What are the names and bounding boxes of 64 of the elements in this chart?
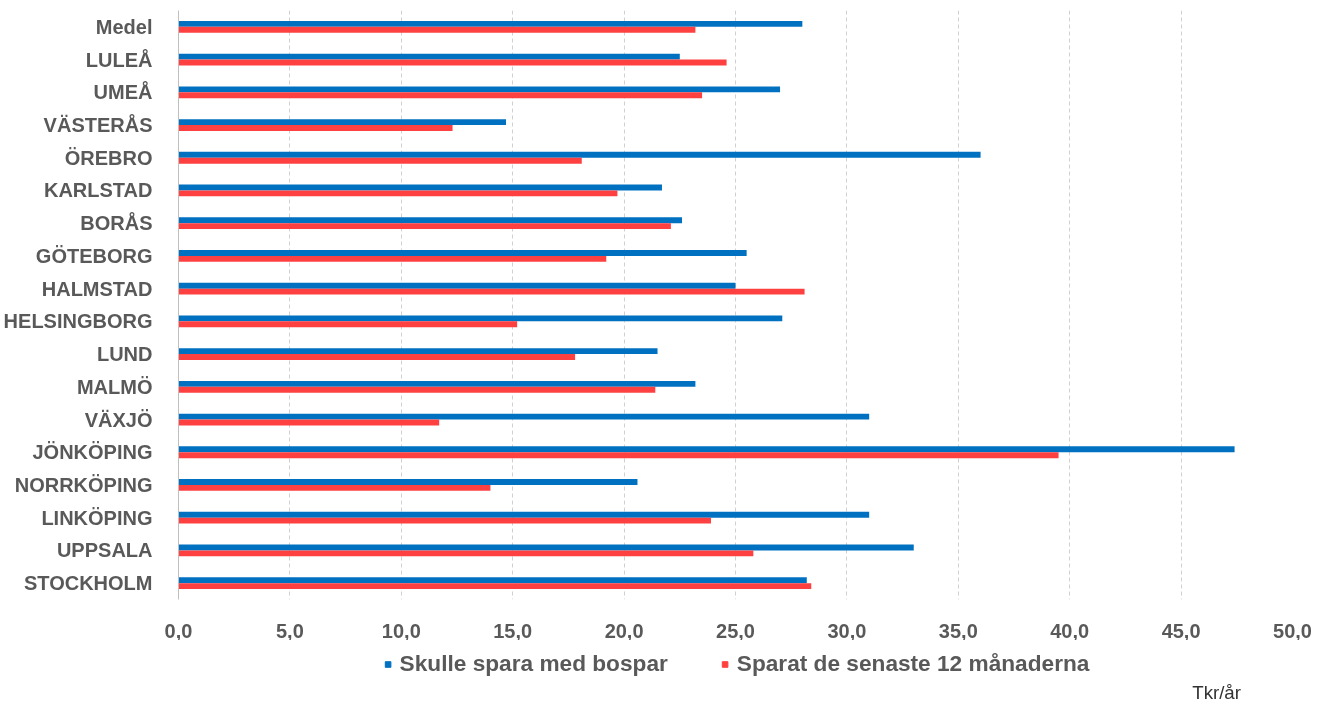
bar [178, 282, 736, 289]
bar [178, 250, 747, 256]
bar [178, 119, 507, 126]
y-tick-label: LINKÖPING [41, 506, 153, 529]
bar [178, 92, 703, 99]
bar [178, 157, 582, 164]
x-tick-label: 30,0 [827, 619, 867, 642]
bar [178, 255, 607, 262]
y-tick-label: LULEÅ [85, 47, 153, 71]
x-tick-label: 25,0 [716, 619, 755, 642]
bar [178, 413, 870, 420]
bar [178, 446, 1235, 453]
y-tick-label: HELSINGBORG [3, 310, 153, 333]
x-tick-label: 50,0 [1273, 619, 1312, 642]
y-tick-label: NORRKÖPING [14, 473, 153, 496]
y-tick-label: UPPSALA [56, 539, 153, 562]
x-tick-label: 45,0 [1161, 619, 1201, 642]
bar [178, 550, 754, 557]
bar [178, 20, 803, 27]
bar [178, 190, 618, 197]
y-tick-label: ÖREBRO [64, 146, 153, 169]
legend-label: Sparat de senaste 12 månaderna [736, 650, 1090, 677]
y-tick-label: MALMÖ [76, 375, 153, 398]
y-tick-label: BORÅS [80, 211, 153, 235]
bar [178, 53, 680, 60]
legend-label: Skulle spara med bospar [399, 650, 668, 677]
bar [178, 452, 1059, 459]
x-tick-label: 35,0 [938, 619, 978, 642]
y-tick-label: LUND [96, 343, 153, 366]
bar [178, 517, 711, 524]
y-tick-label: VÄXJÖ [84, 408, 153, 431]
y-tick-label: HALMSTAD [41, 277, 153, 300]
bar [178, 386, 656, 393]
y-tick-label: JÖNKÖPING [32, 441, 153, 464]
bar [178, 380, 696, 387]
bar [178, 223, 671, 230]
bar [178, 86, 781, 93]
x-tick-label: 10,0 [381, 619, 421, 642]
x-tick-label: 15,0 [493, 619, 533, 642]
x-tick-label: 20,0 [604, 619, 644, 642]
bar [178, 479, 638, 485]
bar [178, 315, 783, 322]
text: Tkr/år [1192, 682, 1241, 704]
y-tick-label: VÄSTERÅS [43, 113, 153, 137]
bar [178, 125, 453, 131]
bar [178, 354, 576, 360]
bar [178, 511, 870, 518]
x-tick-label: 5,0 [276, 619, 304, 642]
bar [178, 583, 812, 590]
bar [178, 26, 696, 33]
bar [178, 577, 807, 584]
bar [178, 321, 518, 328]
y-tick-label: Medel [95, 15, 153, 38]
bar [178, 217, 683, 224]
y-tick-label: GÖTEBORG [35, 244, 153, 267]
bar [178, 151, 981, 158]
bar [178, 484, 491, 491]
bar [178, 348, 658, 355]
y-tick-label: KARLSTAD [43, 179, 153, 202]
x-tick-label: 0,0 [164, 619, 193, 642]
y-tick-label: STOCKHOLM [23, 572, 153, 595]
x-tick-label: 40,0 [1050, 619, 1090, 642]
y-tick-label: UMEÅ [93, 80, 153, 104]
bar [178, 288, 805, 295]
